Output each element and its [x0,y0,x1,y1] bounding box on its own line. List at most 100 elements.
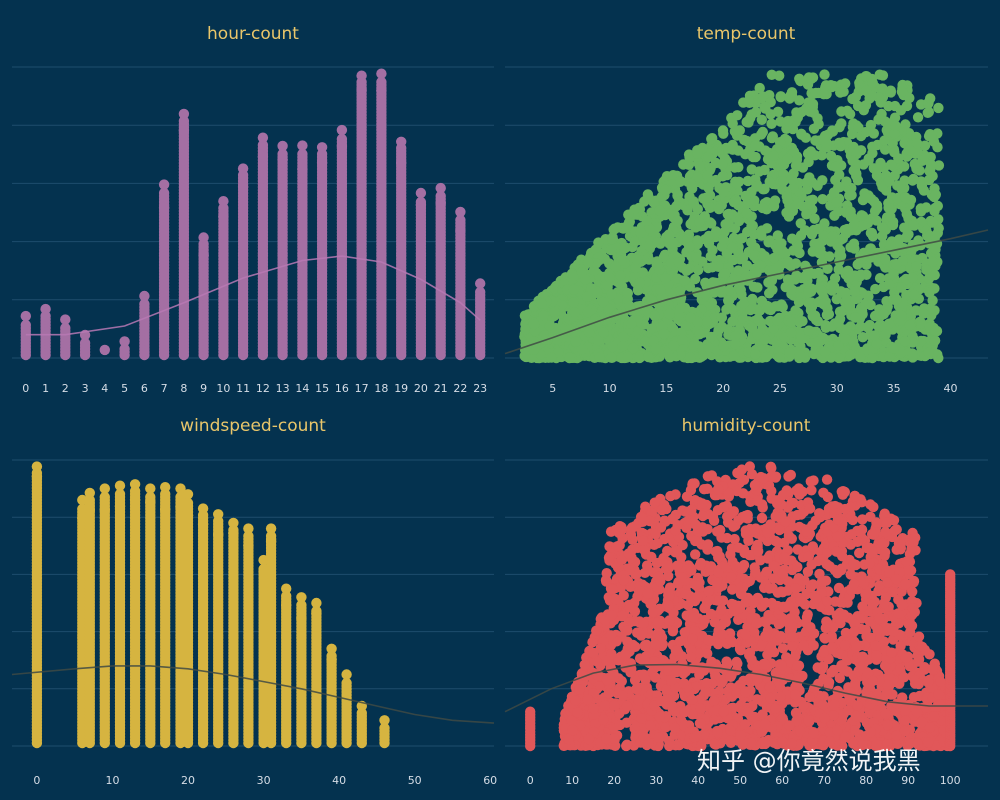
data-point [790,258,802,269]
data-point [646,323,657,334]
data-point [785,90,796,102]
data-point [929,335,940,346]
data-point [213,529,224,540]
data-point [890,120,901,132]
data-point [805,146,817,157]
tick-label: 20 [414,382,428,395]
data-point [919,140,931,151]
data-point [912,112,924,123]
data-point [765,109,776,120]
data-point [871,215,882,226]
tick-label: 40 [944,382,958,395]
data-point [877,70,889,81]
data-point [807,311,818,322]
data-point [901,100,913,112]
data-point [197,503,209,514]
data-point [673,257,685,268]
data-point [40,303,51,315]
data-point [817,194,828,205]
data-point [718,341,729,352]
tick-label: 30 [830,382,844,395]
data-point [757,202,768,214]
data-point [884,279,895,290]
data-point [768,201,780,212]
data-point [731,178,743,189]
data-point [795,350,806,362]
data-point [724,285,735,296]
data-point [845,242,856,253]
tick-label: 3 [82,382,89,395]
data-point [788,146,800,157]
data-point [868,128,879,139]
data-point [772,244,783,255]
data-point [660,273,671,284]
data-point [831,294,842,305]
data-point [700,277,711,288]
data-point [569,307,581,318]
data-point [415,199,427,211]
data-point [671,200,682,212]
data-point [591,286,603,298]
data-point [733,215,745,227]
data-point [888,343,899,354]
data-point [692,148,703,159]
data-point [618,331,629,343]
data-point [720,219,731,230]
data-point [727,316,738,327]
data-point [778,176,789,187]
data-point [31,461,43,472]
data-point [766,118,777,129]
data-point [475,278,486,289]
data-point [519,350,530,362]
data-point [649,310,660,321]
data-point [834,169,845,180]
data-point [139,298,150,310]
data-point [932,200,943,212]
data-point [809,213,820,224]
data-point [631,254,642,265]
data-point [607,341,618,353]
data-point [794,316,805,328]
data-point [257,151,269,162]
data-point [762,301,774,312]
data-point [855,352,866,363]
data-point [791,107,802,118]
data-point [925,93,936,104]
data-point [747,151,759,163]
data-point [228,517,239,529]
data-point [775,91,786,102]
data-point [900,192,911,203]
data-point [833,206,844,217]
data-point [808,123,820,134]
panel-title: windspeed-count [180,416,326,436]
data-point [686,182,697,193]
data-point [904,320,916,331]
data-point [851,168,862,179]
tick-label: 35 [887,382,901,395]
data-point [728,350,740,361]
data-point [887,219,899,231]
data-point [684,241,695,252]
data-point [749,133,761,144]
data-point [759,251,770,262]
data-point [727,242,738,253]
data-point [820,136,832,148]
data-point [570,336,582,347]
data-point [782,115,794,127]
data-point [257,132,269,143]
data-point [829,273,841,284]
data-point [706,218,717,229]
data-point [803,72,815,83]
data-point [885,240,896,251]
data-point [929,243,941,254]
data-point [856,210,867,221]
data-point [840,78,851,89]
data-point [604,272,615,283]
data-point [857,332,868,343]
data-point [606,352,617,363]
data-point [694,217,705,228]
data-point [796,333,808,345]
tick-label: 10 [603,382,617,395]
data-point [356,84,367,96]
